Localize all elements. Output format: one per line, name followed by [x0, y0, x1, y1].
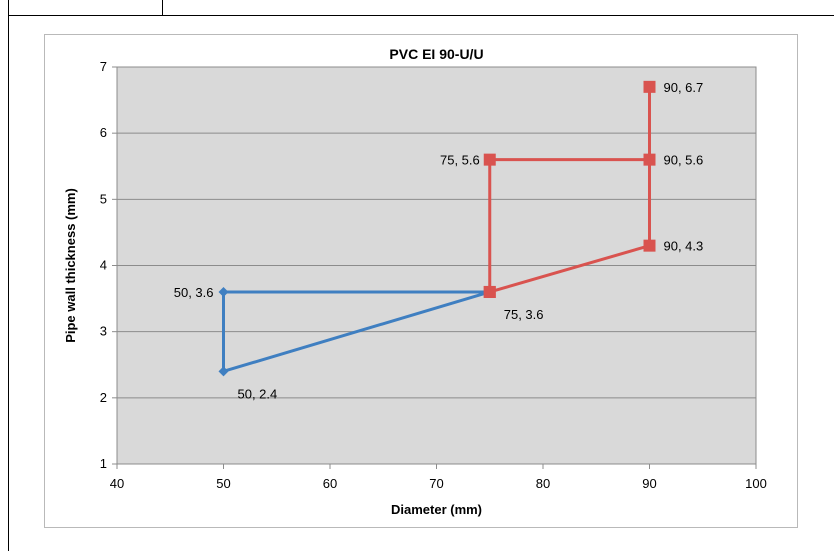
- series-1-line: [222, 290, 491, 373]
- chart-title: PVC EI 90-U/U: [389, 46, 483, 62]
- y-tick-label: 5: [100, 191, 107, 206]
- data-label: 75, 5.6: [440, 153, 480, 168]
- y-tick-label: 2: [100, 390, 107, 405]
- y-tick-label: 4: [100, 258, 107, 273]
- series-2-marker: [643, 80, 656, 93]
- data-label: 90, 4.3: [664, 239, 704, 254]
- data-label: 90, 6.7: [664, 80, 704, 95]
- x-axis-ticks: 40 50 60 70 80 90 100: [110, 464, 767, 491]
- series-2-marker: [483, 153, 496, 166]
- data-labels: 50, 3.6 50, 2.4 75, 3.6 75, 5.6 90, 5.6 90, 6…: [174, 80, 704, 402]
- frame-top-border: [8, 15, 834, 16]
- y-tick-label: 3: [100, 324, 107, 339]
- x-tick-label: 70: [429, 476, 443, 491]
- data-label: 75, 3.6: [504, 307, 544, 322]
- series-group: [218, 80, 656, 377]
- x-tick-label: 50: [216, 476, 230, 491]
- series-2-marker: [643, 239, 656, 252]
- series-2-line: [488, 85, 651, 294]
- x-tick-label: 80: [536, 476, 550, 491]
- series-2-marker: [643, 153, 656, 166]
- y-axis-label: Pipe wall thickness (mm): [63, 188, 78, 343]
- y-tick-label: 6: [100, 125, 107, 140]
- frame-cell-divider: [162, 0, 163, 16]
- data-label: 90, 5.6: [664, 153, 704, 168]
- x-tick-label: 60: [323, 476, 337, 491]
- frame-left-border: [8, 0, 9, 551]
- x-tick-label: 40: [110, 476, 124, 491]
- data-label: 50, 2.4: [238, 386, 278, 401]
- series-1-marker: [218, 366, 229, 377]
- series-1-marker: [218, 286, 229, 297]
- x-tick-label: 90: [642, 476, 656, 491]
- y-tick-label: 7: [100, 59, 107, 74]
- series-2-marker: [483, 285, 496, 298]
- data-label: 50, 3.6: [174, 285, 214, 300]
- y-tick-label: 1: [100, 456, 107, 471]
- y-axis-ticks: 1 2 3 4 5 6 7: [100, 59, 117, 471]
- x-tick-label: 100: [745, 476, 767, 491]
- x-axis-label: Diameter (mm): [391, 502, 482, 517]
